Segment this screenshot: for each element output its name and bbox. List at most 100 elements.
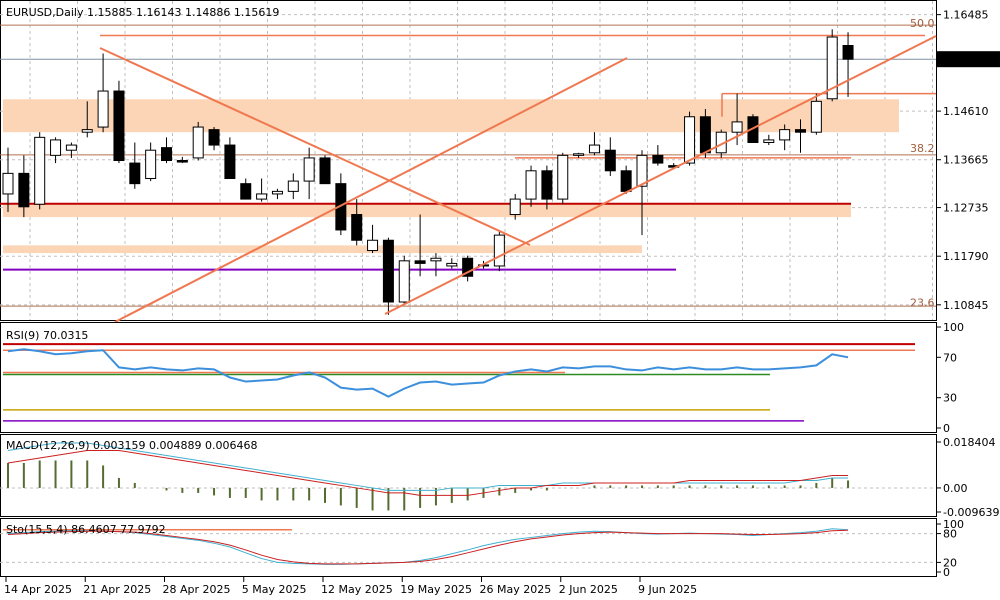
candle-body	[224, 144, 236, 180]
fib-label: 50.0	[910, 17, 935, 30]
price-tick-label: 1.11790	[943, 250, 989, 263]
candle-body	[588, 144, 600, 154]
candle-body	[2, 172, 14, 195]
trend-line	[384, 35, 937, 315]
candle-body	[287, 180, 299, 192]
current-price-label: 1.15619	[943, 53, 989, 66]
sto-tick-label: 100	[943, 518, 964, 531]
candle-body	[65, 144, 77, 151]
price-panel[interactable]: 50.0 38.2 23.6 EURUSD,Daily 1.15885 1.1614…	[0, 0, 937, 577]
candle-body	[842, 45, 854, 60]
candle-body	[129, 162, 141, 185]
candle-body	[271, 190, 283, 195]
x-tick-label: 28 Apr 2025	[163, 583, 231, 596]
candlesticks	[2, 29, 854, 315]
rsi-panel[interactable]: 100 70 30 0 RSI(9) 70.0315	[0, 321, 965, 435]
candle-body	[731, 121, 743, 133]
candle-body	[430, 257, 442, 262]
candle-body	[779, 129, 791, 141]
macd-tick-label: -0.009639	[943, 506, 999, 519]
sto-tick-label: 80	[943, 528, 957, 541]
candle-body	[636, 154, 648, 187]
candle-body	[747, 116, 759, 143]
rsi-tick-label: 70	[943, 351, 957, 364]
candle-body	[810, 100, 822, 133]
x-tick-label: 5 May 2025	[242, 583, 307, 596]
rsi-line	[7, 348, 849, 398]
macd-tick-label: 0.018404	[943, 436, 996, 449]
x-tick-label: 19 May 2025	[400, 583, 472, 596]
candle-body	[192, 126, 204, 159]
x-axis: 14 Apr 2025 21 Apr 2025 28 Apr 2025 5 May 2…	[4, 577, 697, 596]
rsi-label: RSI(9) 70.0315	[6, 329, 88, 342]
current-price-box	[937, 51, 1000, 68]
candle-body	[509, 198, 521, 216]
macd-plot: 0.018404 0.00 -0.009639	[0, 436, 999, 519]
macd-panel[interactable]: 0.018404 0.00 -0.009639 MACD(12,26,9) 0.00…	[0, 434, 999, 520]
rsi-tick-label: 30	[943, 392, 957, 405]
candle-body	[493, 234, 505, 267]
candle-body	[462, 257, 474, 277]
candle-body	[557, 154, 569, 200]
support-resistance-zones	[0, 24, 936, 307]
candle-body	[97, 90, 109, 128]
candle-body	[398, 260, 410, 303]
axes: 1.16485 1.14610 1.13665 1.12735 1.11790 1.108…	[936, 9, 1000, 312]
candle-body	[699, 116, 711, 154]
candle-body	[256, 193, 268, 200]
macd-tick-label: 0.00	[943, 482, 968, 495]
candle-body	[652, 154, 664, 164]
price-tick-label: 1.13665	[943, 154, 989, 167]
x-tick-label: 21 Apr 2025	[83, 583, 151, 596]
resistance-zone	[3, 99, 899, 133]
fib-label: 38.2	[910, 142, 935, 155]
candle-body	[335, 183, 347, 231]
support-zone	[3, 203, 851, 218]
candle-body	[208, 129, 220, 146]
candle-body	[541, 170, 553, 200]
candle-body	[113, 90, 125, 161]
macd-signal-line	[7, 449, 849, 496]
candle-body	[795, 129, 806, 133]
x-tick-label: 26 May 2025	[480, 583, 552, 596]
symbol-header: EURUSD,Daily 1.15885 1.16143 1.14886 1.1…	[6, 6, 279, 19]
candle-body	[382, 239, 394, 303]
rsi-tick-label: 100	[943, 321, 964, 334]
x-tick-label: 12 May 2025	[321, 583, 393, 596]
candle-body	[351, 214, 363, 241]
candle-body	[34, 136, 46, 205]
candle-body	[145, 149, 157, 180]
candle-body	[525, 170, 537, 200]
sto-tick-label: 20	[943, 556, 957, 569]
x-tick-label: 2 Jun 2025	[559, 583, 618, 596]
candle-body	[414, 260, 426, 264]
candle-body	[763, 139, 775, 143]
candle-body	[620, 170, 632, 192]
sto-tick-label: 0	[943, 566, 950, 579]
candle-body	[161, 147, 172, 162]
fib-label: 23.6	[910, 297, 935, 310]
candle-body	[81, 129, 93, 133]
candle-body	[684, 116, 696, 164]
rsi-plot: 100 70 30 0	[3, 321, 964, 435]
price-tick-label: 1.12735	[943, 202, 989, 215]
trend-line	[99, 47, 531, 246]
candle-body	[176, 160, 188, 163]
candle-body	[826, 36, 838, 100]
sto-label: Sto(15,5,4) 86.4607 77.9792	[6, 523, 166, 536]
candle-body	[573, 153, 585, 156]
x-tick-label: 9 Jun 2025	[638, 583, 697, 596]
sto-signal-line	[7, 529, 849, 565]
sto-panel-frame	[0, 518, 937, 577]
x-tick-label: 14 Apr 2025	[4, 583, 72, 596]
rsi-tick-label: 0	[943, 422, 950, 435]
candle-body	[446, 262, 458, 267]
rsi-panel-frame	[0, 322, 937, 433]
candle-body	[303, 157, 315, 182]
candle-body	[319, 157, 331, 185]
support-zone-lower	[3, 245, 642, 254]
price-tick-label: 1.10845	[943, 299, 989, 312]
